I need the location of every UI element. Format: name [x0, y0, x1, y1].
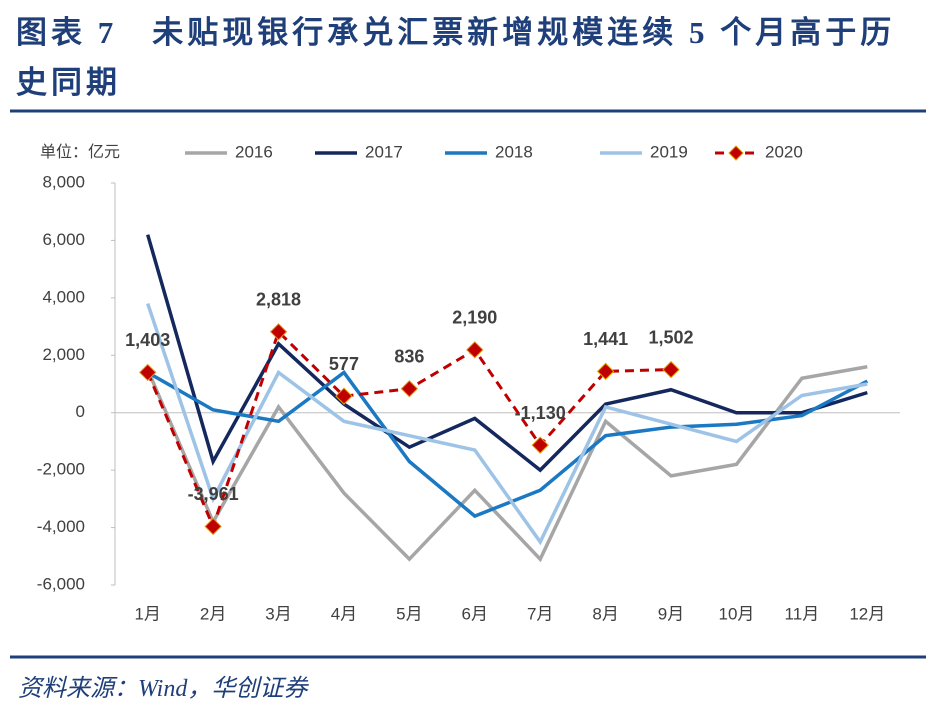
data-point	[269, 323, 288, 341]
data-point	[400, 380, 419, 398]
series-line	[146, 234, 868, 473]
y-tick-label: 4,000	[42, 287, 85, 306]
legend-label: 2020	[765, 142, 803, 161]
data-point	[596, 362, 615, 381]
data-label: -1,130	[515, 403, 566, 423]
y-tick-label: 2,000	[42, 345, 85, 364]
data-label: 577	[329, 354, 359, 374]
data-point	[662, 360, 680, 379]
data-label: -3,961	[188, 484, 239, 504]
legend-label: 2018	[495, 142, 533, 161]
figure-title: 图表 7 未贴现银行承兑汇票新增规模连续 5 个月高于历史同期	[16, 15, 896, 100]
source-note: 资料来源：Wind，华创证券	[18, 676, 308, 702]
x-tick-label: 2月	[200, 604, 226, 623]
x-tick-label: 6月	[462, 604, 488, 623]
series-line	[146, 303, 868, 546]
data-point	[531, 436, 549, 454]
data-point	[335, 387, 353, 405]
data-label: 1,502	[649, 327, 694, 347]
series-line	[146, 370, 869, 519]
legend-label: 2019	[650, 142, 688, 161]
data-point	[204, 517, 222, 536]
data-label: 1,403	[125, 330, 170, 350]
x-tick-label: 7月	[527, 604, 553, 623]
legend-label: 2016	[235, 142, 273, 161]
data-label: 1,441	[583, 329, 628, 349]
x-tick-label: 8月	[592, 604, 618, 623]
data-label: 2,190	[452, 308, 497, 328]
unit-label: 单位：亿元	[40, 143, 120, 161]
x-tick-label: 1月	[134, 604, 160, 623]
x-tick-label: 11月	[785, 604, 820, 623]
y-tick-label: 8,000	[42, 172, 85, 191]
data-label: 2,818	[256, 290, 301, 310]
x-tick-label: 5月	[396, 604, 422, 623]
legend-marker	[728, 145, 744, 161]
data-label: 836	[394, 346, 424, 366]
y-tick-label: -6,000	[37, 574, 85, 593]
y-tick-label: -4,000	[37, 517, 85, 536]
series-line	[146, 365, 868, 563]
y-tick-label: 6,000	[42, 230, 85, 249]
x-tick-label: 12月	[849, 604, 885, 623]
data-point	[139, 363, 157, 382]
x-tick-label: 3月	[265, 604, 291, 623]
x-tick-label: 9月	[658, 604, 684, 623]
y-tick-label: -2,000	[37, 460, 85, 479]
y-tick-label: 0	[76, 402, 85, 421]
data-point	[466, 341, 484, 359]
legend-label: 2017	[365, 142, 403, 161]
x-tick-label: 4月	[331, 604, 357, 623]
x-tick-label: 10月	[718, 604, 754, 623]
